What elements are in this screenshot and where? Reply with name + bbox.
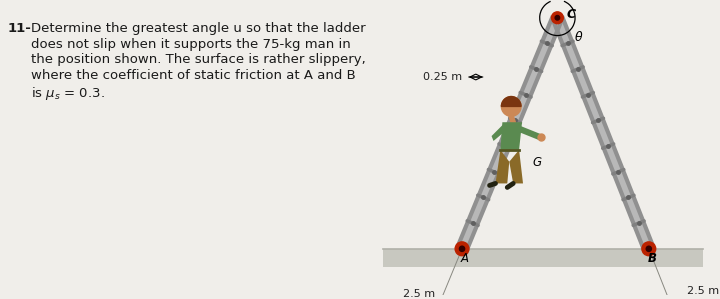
Text: B: B [647,252,656,265]
Text: G: G [532,156,541,169]
Text: θ: θ [575,31,582,45]
Text: A: A [461,252,469,265]
Polygon shape [492,124,506,141]
Polygon shape [500,122,522,150]
Polygon shape [495,150,509,184]
Circle shape [455,242,469,256]
Text: the position shown. The surface is rather slippery,: the position shown. The surface is rathe… [32,53,366,66]
Circle shape [501,97,521,116]
Circle shape [642,242,656,256]
Polygon shape [509,150,523,184]
Text: does not slip when it supports the 75-kg man in: does not slip when it supports the 75-kg… [32,37,351,51]
Circle shape [552,12,563,24]
Text: Determine the greatest angle u so that the ladder: Determine the greatest angle u so that t… [32,22,366,35]
Polygon shape [519,126,541,140]
Polygon shape [457,16,562,251]
Text: 11-: 11- [8,22,32,35]
Text: is $\mu_s$ = 0.3.: is $\mu_s$ = 0.3. [32,85,105,102]
Circle shape [555,16,559,20]
Circle shape [646,246,652,251]
Text: where the coefficient of static friction at A and B: where the coefficient of static friction… [32,69,356,82]
Text: 0.25 m: 0.25 m [423,72,462,82]
Polygon shape [553,16,653,251]
Circle shape [459,246,464,251]
Text: 2.5 m: 2.5 m [403,289,436,299]
Wedge shape [501,97,521,106]
Text: 2.5 m: 2.5 m [687,286,719,296]
Text: C: C [566,8,575,21]
Polygon shape [383,249,703,267]
